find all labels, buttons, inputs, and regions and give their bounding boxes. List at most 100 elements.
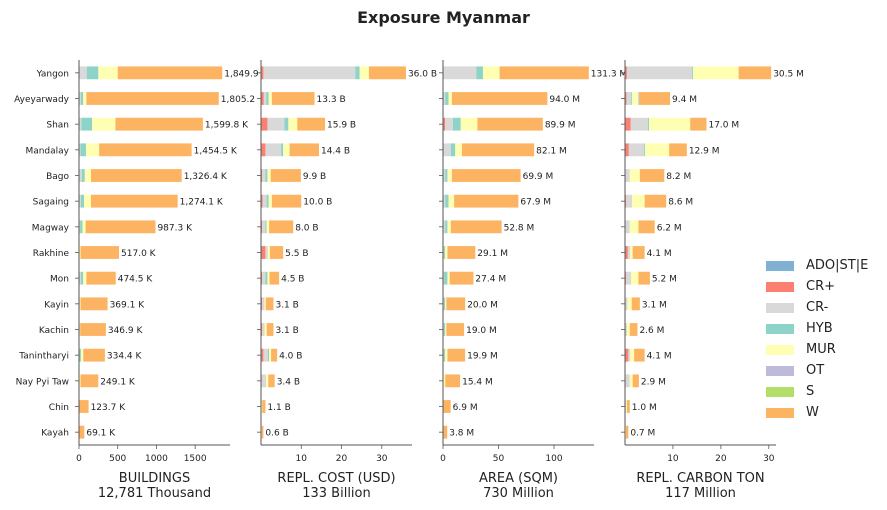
bar-kachin-mur — [264, 323, 267, 336]
bar-kachin-w — [446, 323, 465, 336]
value-label: 69.1 K — [86, 429, 116, 439]
x-tick-label: 20 — [715, 454, 727, 464]
bar-tanintharyi-mur — [80, 348, 84, 362]
bar-mandalay-w — [99, 143, 192, 157]
x-axis-label: REPL. COST (USD) — [277, 471, 395, 486]
bar-shan-cr — [443, 117, 446, 131]
x-tick-label: 1000 — [145, 454, 168, 464]
legend: ADO|ST|E CR+ CR- HYB MUR OT S W — [766, 255, 868, 423]
bar-kachin-mur — [626, 323, 630, 336]
bar-rakhine-w — [80, 246, 120, 259]
bar-ayeyarwady-cr — [443, 92, 446, 105]
bar-bago-mur — [447, 169, 452, 182]
bar-sagaing-mur — [268, 194, 272, 208]
bar-shan-cr — [261, 117, 268, 131]
bar-kayah-w — [625, 425, 629, 439]
bar-ayeyarwady-w — [639, 92, 671, 105]
bar-shan-hyb — [452, 117, 461, 131]
value-label: 67.9 M — [520, 198, 551, 208]
bar-sagaing-cr — [625, 194, 633, 208]
value-label: 4.5 B — [281, 275, 304, 285]
legend-label: ADO|ST|E — [806, 258, 869, 273]
legend-swatch — [766, 386, 794, 397]
bar-mandalay-hyb — [450, 143, 456, 157]
bar-tanintharyi-mur — [630, 348, 635, 362]
bar-nay-pyi-taw-w — [445, 374, 461, 388]
bar-bago-cr — [261, 169, 263, 182]
bar-mon-w — [269, 271, 280, 285]
bar-mandalay-cr — [628, 143, 645, 157]
x-tick-label: 500 — [109, 454, 126, 464]
bar-nay-pyi-taw-cr — [625, 374, 630, 388]
bar-kachin-w — [266, 323, 274, 336]
value-label: 1.1 B — [267, 403, 290, 413]
bar-ayeyarwady-ot — [638, 92, 640, 105]
bar-kayin-mur — [79, 297, 81, 311]
bar-tanintharyi-hyb — [267, 348, 270, 362]
legend-label: CR+ — [806, 279, 836, 294]
bar-chin-mur — [261, 400, 263, 413]
value-label: 0.7 M — [630, 429, 655, 439]
x-tick-label: 0 — [440, 454, 446, 464]
bar-bago-mur — [267, 169, 271, 182]
value-label: 20.0 M — [467, 300, 498, 310]
bar-yangon-mur — [98, 66, 118, 80]
bar-yangon-mur — [482, 66, 500, 80]
bar-rakhine-w — [447, 246, 476, 259]
value-label: 9.9 B — [303, 172, 326, 182]
category-label-chin: Chin — [49, 403, 69, 413]
value-label: 69.9 M — [523, 172, 554, 182]
bar-bago-w — [639, 169, 665, 182]
bar-magway-hyb — [445, 220, 448, 234]
bar-magway-cr — [443, 220, 446, 234]
legend-item-s: S — [766, 381, 868, 402]
bar-mandalay-w — [461, 143, 535, 157]
value-label: 369.1 K — [110, 300, 146, 310]
bar-rakhine-hyb — [444, 246, 446, 259]
value-label: 17.0 M — [708, 121, 739, 131]
bar-kachin-cr — [443, 323, 445, 336]
value-label: 12.9 M — [689, 146, 720, 156]
value-label: 346.9 K — [108, 326, 144, 336]
bar-mandalay-cr — [265, 143, 282, 157]
bar-magway-mur — [629, 220, 639, 234]
bar-sagaing-cr — [79, 194, 81, 208]
legend-item-mur: MUR — [766, 339, 868, 360]
bar-chin-w — [262, 400, 266, 413]
bar-rakhine-cr — [625, 246, 628, 259]
bar-sagaing-cr — [262, 194, 267, 208]
bar-magway-mur — [82, 220, 86, 234]
bar-magway-mur — [266, 220, 270, 234]
value-label: 123.7 K — [91, 403, 127, 413]
category-label-shan: Shan — [46, 121, 69, 131]
value-label: 52.8 M — [504, 223, 535, 233]
bar-nay-pyi-taw-w — [632, 374, 639, 388]
bar-kayin-w — [446, 297, 466, 311]
legend-swatch — [766, 260, 794, 271]
bar-kayah-w — [79, 425, 85, 439]
bar-mandalay-hyb — [644, 143, 646, 157]
bar-sagaing-w — [271, 194, 302, 208]
legend-swatch — [766, 302, 794, 313]
bar-rakhine-cr — [627, 246, 631, 259]
x-tick-label: 10 — [296, 454, 308, 464]
value-label: 82.1 M — [536, 146, 567, 156]
value-label: 249.1 K — [100, 377, 136, 387]
bar-sagaing-hyb — [266, 194, 269, 208]
bar-kayin-cr — [262, 297, 265, 311]
bar-bago-cr — [625, 169, 630, 182]
bar-shan-mur — [288, 117, 298, 131]
bar-tanintharyi-hyb — [444, 348, 446, 362]
bar-shan-hyb — [648, 117, 649, 131]
bar-rakhine-cr — [265, 246, 268, 259]
bar-yangon-hyb — [476, 66, 483, 80]
bar-mon-cr — [79, 271, 81, 285]
x-tick-label: 1500 — [184, 454, 207, 464]
bar-rakhine-mur — [630, 246, 633, 259]
bar-mon-mur — [447, 271, 450, 285]
bar-bago-cr — [443, 169, 446, 182]
legend-label: W — [806, 405, 819, 420]
bar-ayeyarwady-cr — [79, 92, 81, 105]
bar-tanintharyi-cr — [263, 348, 268, 362]
